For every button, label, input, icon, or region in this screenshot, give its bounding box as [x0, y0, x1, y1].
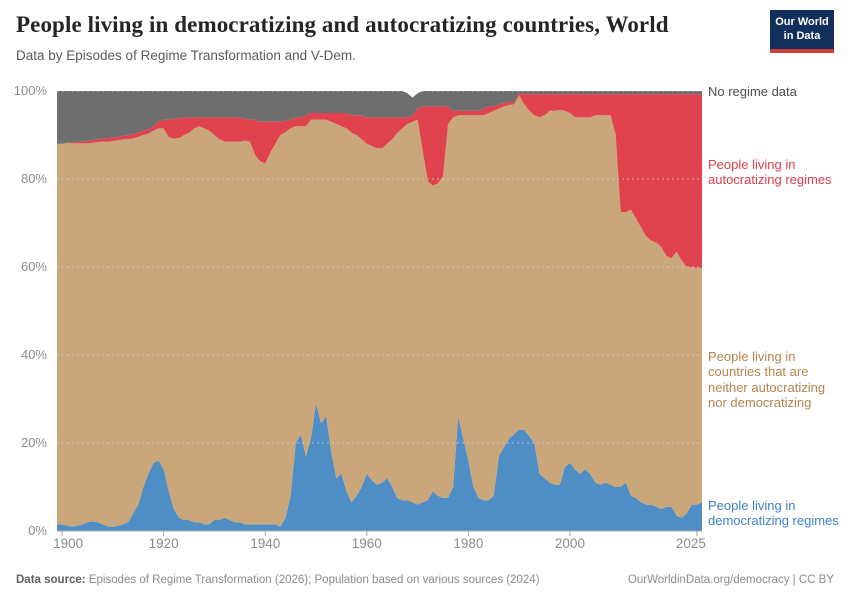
y-tick-label-0%: 0%	[28, 523, 47, 538]
x-tick-label-1980: 1980	[453, 536, 484, 551]
footer: Data source: Episodes of Regime Transfor…	[0, 566, 850, 600]
x-tick-label-1960: 1960	[351, 536, 382, 551]
data-source-prefix: Data source:	[16, 574, 86, 586]
x-axis: 1900 1920 1940 1960 1980 2000 2025	[0, 536, 850, 556]
x-tick-label-2000: 2000	[554, 536, 585, 551]
y-axis: 0% 20% 40% 60% 80% 100%	[0, 83, 50, 538]
y-tick-label-80%: 80%	[20, 171, 47, 186]
area-series-0[interactable]	[57, 403, 702, 531]
footer-links: OurWorldinData.org/democracy | CC BY	[628, 574, 834, 586]
legend-autocratizing[interactable]: People living in autocratizing regimes	[708, 157, 832, 188]
plot-svg	[57, 90, 702, 536]
owid-logo-line1: Our World	[775, 16, 829, 29]
owid-logo[interactable]: Our World in Data	[770, 10, 834, 53]
page-title: People living in democratizing and autoc…	[16, 12, 669, 37]
x-tick-label-1940: 1940	[250, 536, 281, 551]
owid-logo-line2: in Data	[783, 29, 821, 42]
chart-subtitle: Data by Episodes of Regime Transformatio…	[16, 48, 356, 63]
footer-separator: |	[789, 574, 799, 586]
y-tick-label-40%: 40%	[20, 347, 47, 362]
cc-by-link[interactable]: CC BY	[798, 574, 834, 586]
area-series-2[interactable]	[57, 93, 702, 268]
owid-url-link[interactable]: OurWorldinData.org/democracy	[627, 574, 790, 586]
y-tick-label-100%: 100%	[13, 83, 47, 98]
stacked-area-plot[interactable]	[57, 90, 702, 538]
legend-no-regime-data[interactable]: No regime data	[708, 84, 797, 99]
legend-democratizing[interactable]: People living in democratizing regimes	[708, 498, 839, 529]
y-tick-label-20%: 20%	[20, 435, 47, 450]
legend-neither[interactable]: People living in countries that are neit…	[708, 349, 826, 410]
data-source-text: Episodes of Regime Transformation (2026)…	[85, 574, 540, 586]
x-tick-label-1900: 1900	[53, 536, 84, 551]
data-source-note: Data source: Episodes of Regime Transfor…	[16, 574, 540, 586]
area-series-3[interactable]	[57, 91, 702, 144]
y-tick-label-60%: 60%	[20, 259, 47, 274]
x-tick-label-1920: 1920	[148, 536, 179, 551]
x-tick-label-2025: 2025	[675, 536, 706, 551]
area-series-1[interactable]	[57, 95, 702, 527]
